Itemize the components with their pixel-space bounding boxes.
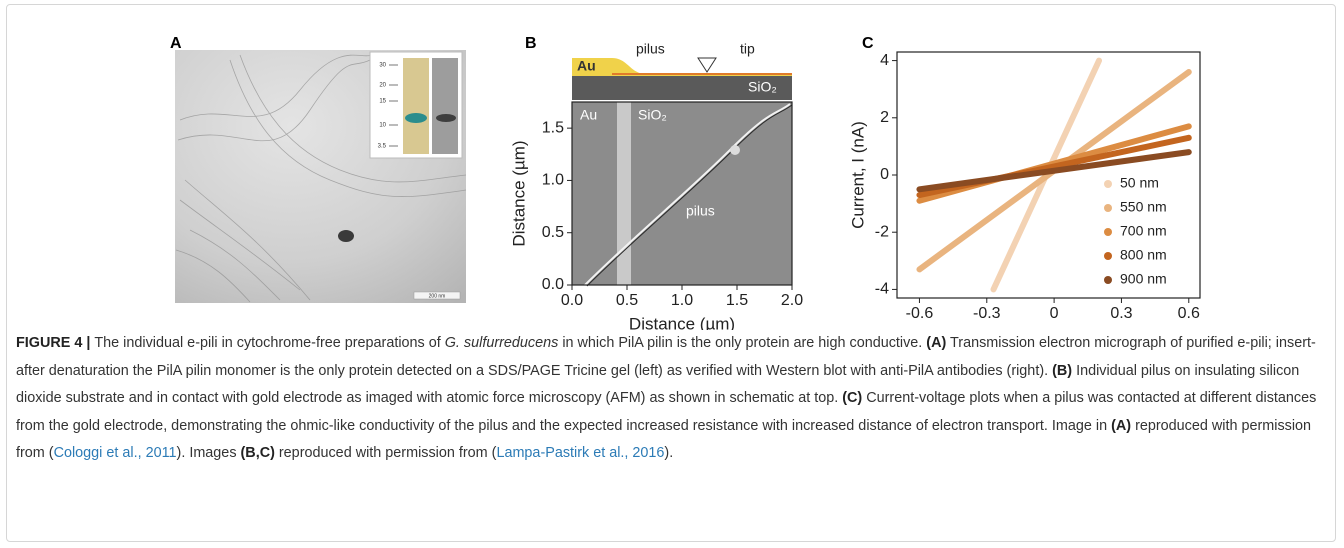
x-tick-label: -0.6	[906, 305, 934, 322]
panel-label: C	[862, 35, 874, 52]
afm-pilus-shadow	[586, 104, 793, 287]
caption-run: ).	[664, 445, 674, 462]
y-tick-label: -4	[875, 281, 889, 298]
schematic-label: tip	[740, 41, 755, 57]
x-tick-label: 0.0	[561, 292, 583, 309]
y-tick-label: 0.5	[542, 224, 564, 241]
x-tick-label: -0.3	[973, 305, 1001, 322]
x-axis-label: Distance (µm)	[629, 314, 735, 330]
blot-lane	[432, 58, 458, 154]
afm-image	[572, 102, 792, 285]
figure: A 200 nm B Au pilus tip SiO₂ Au SiO₂ pil…	[170, 35, 1201, 330]
legend-label: 900 nm	[1120, 271, 1167, 287]
afm-pilus	[584, 103, 791, 286]
y-axis-label: Current, I (nA)	[848, 121, 867, 229]
legend-marker	[1104, 252, 1112, 260]
afm-tip	[697, 57, 717, 73]
x-tick-label: 2.0	[781, 292, 803, 309]
scale-bar	[413, 291, 461, 300]
y-tick-label: 4	[880, 52, 889, 69]
legend-label: 800 nm	[1120, 247, 1167, 263]
image-label: SiO₂	[638, 107, 667, 123]
gel-marker-label: 20	[379, 83, 386, 89]
scale-bar-label: 200 nm	[429, 293, 446, 299]
legend-label: 700 nm	[1120, 223, 1167, 239]
caption-run: FIGURE 4 |	[16, 335, 95, 351]
figure-frame	[6, 4, 1336, 542]
y-tick-label: 2	[880, 109, 889, 126]
caption: FIGURE 4 | The individual e-pili in cyto…	[16, 330, 1328, 468]
caption-run: (C)	[842, 390, 863, 407]
caption-run: (B,C)	[240, 445, 275, 462]
gel-marker-label: 10	[379, 123, 386, 129]
y-axis-label: Distance (µm)	[509, 140, 528, 246]
afm-edge	[617, 102, 631, 285]
legend-label: 50 nm	[1120, 175, 1159, 191]
x-tick-label: 0	[1050, 305, 1059, 322]
y-tick-label: -2	[875, 223, 889, 240]
schematic-label: Au	[577, 58, 596, 74]
gel-marker-label: 3.5	[378, 144, 387, 150]
legend-label: 550 nm	[1120, 199, 1167, 215]
blot-band	[436, 114, 456, 122]
schematic-label: SiO₂	[748, 79, 777, 95]
x-tick-label: 0.5	[616, 292, 638, 309]
gel-band	[405, 113, 427, 123]
caption-run: G. sulfurreducens	[444, 335, 559, 351]
panel-label: A	[170, 35, 182, 52]
legend-marker	[1104, 276, 1112, 284]
citation-link[interactable]: Lampa-Pastirk et al., 2016	[496, 445, 665, 462]
caption-run: Individual pilus on insulating silicon d…	[16, 362, 1300, 407]
gel-marker-label: 15	[379, 99, 386, 105]
gel-lane	[403, 58, 429, 154]
y-tick-label: 1.0	[542, 172, 564, 189]
gold-electrode	[572, 58, 792, 76]
caption-run: (A)	[926, 335, 947, 351]
caption-run: in which PilA pilin is the only protein …	[558, 335, 927, 351]
y-tick-label: 0	[880, 166, 889, 183]
legend-marker	[1104, 180, 1112, 188]
caption-run: The individual e-pili in cytochrome-free…	[94, 335, 445, 351]
caption-run: (B)	[1052, 362, 1073, 379]
legend-marker	[1104, 204, 1112, 212]
y-tick-label: 0.0	[542, 276, 564, 293]
x-tick-label: 1.5	[726, 292, 748, 309]
substrate	[572, 76, 792, 100]
particle	[338, 230, 354, 242]
caption-run: Transmission electron micrograph of puri…	[16, 335, 1316, 379]
afm-speck	[730, 145, 740, 155]
x-tick-label: 1.0	[671, 292, 693, 309]
caption-run: Current-voltage plots when a pilus was c…	[16, 390, 1317, 434]
x-tick-label: 0.6	[1178, 305, 1200, 322]
x-axis-label: Voltage, V (V)	[996, 327, 1101, 330]
panel-label: B	[525, 35, 537, 52]
caption-run: reproduced with permission from (	[16, 417, 1312, 462]
citation-link[interactable]: Cologgi et al., 2011	[53, 445, 177, 462]
gel-marker-label: 30	[379, 63, 386, 69]
y-tick-label: 1.5	[542, 119, 564, 136]
caption-run: (A)	[1111, 417, 1132, 434]
series-line	[916, 149, 1192, 193]
image-label: Au	[580, 107, 597, 123]
image-label: pilus	[686, 203, 715, 219]
x-tick-label: 0.3	[1110, 305, 1132, 322]
schematic-label: pilus	[636, 41, 665, 57]
pili-texture	[175, 54, 467, 303]
legend-marker	[1104, 228, 1112, 236]
caption-run: ). Images	[176, 445, 241, 462]
caption-run: reproduced with permission from (	[274, 445, 497, 462]
